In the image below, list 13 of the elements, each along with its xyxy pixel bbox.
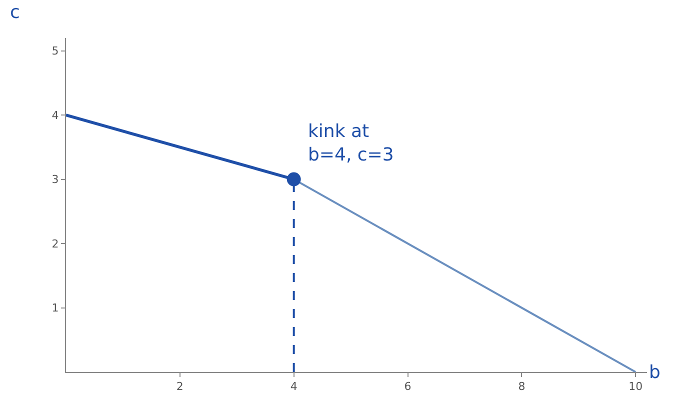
x-tick-label: 8 — [518, 380, 526, 394]
x-axis-title: b — [649, 362, 660, 383]
x-tick-label: 6 — [404, 380, 412, 394]
y-tick-label: 4 — [52, 108, 59, 122]
y-tick-label: 1 — [52, 302, 59, 315]
annotation: kink at b=4, c=3 — [308, 121, 394, 166]
x-tick-label: 10 — [628, 380, 643, 394]
x-tick-label: 2 — [176, 380, 184, 394]
y-tick-label: 3 — [52, 173, 59, 186]
y-tick-label: 5 — [52, 44, 59, 58]
y-axis-title: c — [10, 2, 20, 23]
y-tick-label: 2 — [52, 237, 59, 250]
x-tick-label: 4 — [290, 380, 298, 394]
